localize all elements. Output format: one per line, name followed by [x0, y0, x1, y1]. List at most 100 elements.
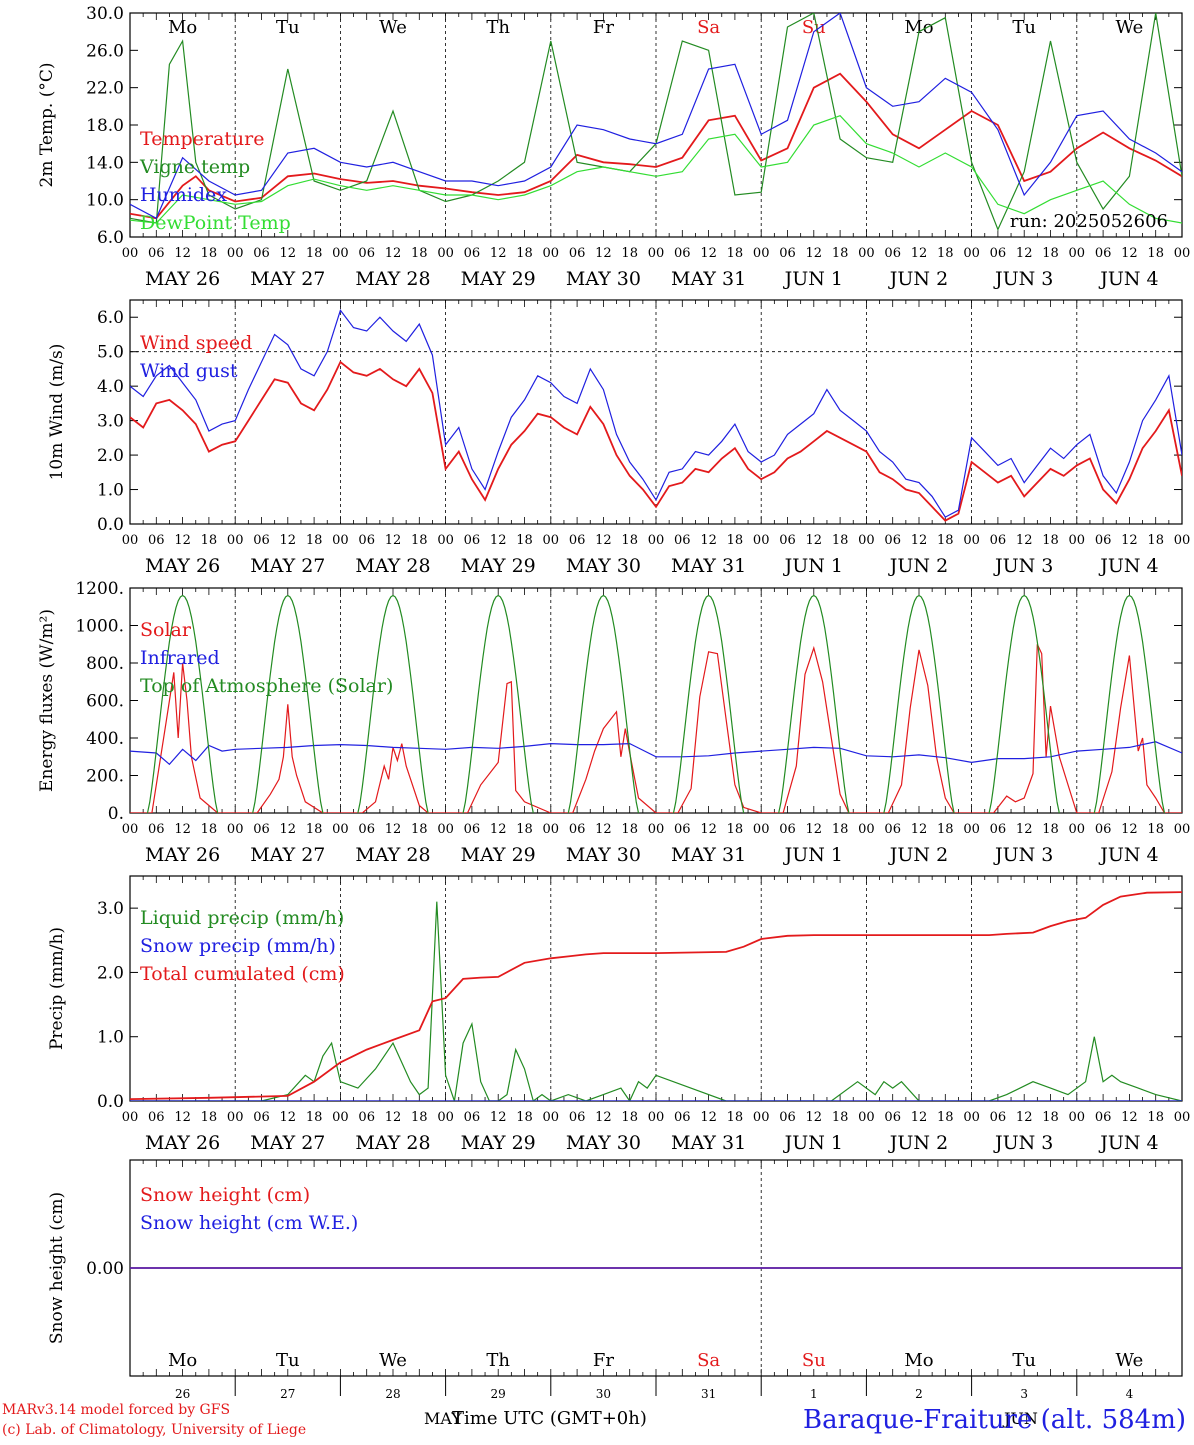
y-tick-label: 14.0 [86, 153, 124, 173]
panel-precip: 0.0 1.0 2.0 3.0 Precip (mm/h) 00 06 12 18 MAY 26 0… [47, 875, 1190, 1154]
hour-tick-label: 00 [543, 246, 560, 261]
hour-tick-label: 18 [832, 533, 849, 548]
hour-tick-label: 12 [385, 533, 402, 548]
hour-tick-label: 18 [832, 822, 849, 837]
hour-tick-label: 12 [595, 246, 612, 261]
copyright-credit: (c) Lab. of Climatology, University of L… [2, 1422, 306, 1438]
date-label: MAY 26 [145, 844, 220, 866]
y-tick-label: 0.00 [86, 1259, 124, 1279]
series-line-temperature [130, 72, 1182, 220]
hour-tick-label: 00 [753, 533, 770, 548]
hour-tick-label: 18 [832, 1110, 849, 1125]
date-label: JUN 2 [888, 844, 948, 866]
legend-entry: Infrared [140, 647, 220, 669]
x-axis-label: Time UTC (GMT+0h) [452, 1408, 647, 1429]
hour-tick-label: 00 [332, 1110, 349, 1125]
y-tick-label: 1000. [75, 617, 124, 637]
hour-tick-label: 00 [963, 1110, 980, 1125]
y-axis-label: Precip (mm/h) [47, 927, 67, 1050]
model-credit: MARv3.14 model forced by GFS [2, 1402, 230, 1418]
legend-entry: DewPoint Temp [140, 212, 291, 234]
hour-tick-label: 06 [779, 1110, 796, 1125]
date-label: MAY 31 [671, 1132, 746, 1154]
date-label: MAY 28 [355, 268, 430, 290]
date-label: MAY 31 [671, 555, 746, 577]
hour-tick-label: 00 [858, 822, 875, 837]
date-label: JUN 4 [1098, 844, 1158, 866]
hour-tick-label: 18 [516, 246, 533, 261]
day-number-label: 4 [1126, 1387, 1134, 1401]
series-line-solar [130, 644, 1182, 813]
hour-tick-label: 18 [1147, 246, 1164, 261]
hour-tick-label: 18 [1042, 533, 1059, 548]
day-number-label: 1 [810, 1387, 818, 1401]
hour-tick-label: 00 [227, 533, 244, 548]
hour-tick-label: 12 [700, 246, 717, 261]
legend-entry: Solar [140, 619, 192, 641]
hour-tick-label: 00 [543, 533, 560, 548]
hour-tick-label: 00 [963, 533, 980, 548]
hour-tick-label: 12 [806, 1110, 823, 1125]
hour-tick-label: 06 [1095, 533, 1112, 548]
hour-tick-label: 00 [963, 822, 980, 837]
hour-tick-label: 18 [621, 1110, 638, 1125]
legend-entry: Humidex [140, 184, 227, 206]
hour-tick-label: 18 [621, 246, 638, 261]
hour-tick-label: 06 [464, 246, 481, 261]
hour-tick-label: 00 [543, 1110, 560, 1125]
hour-tick-label: 06 [1095, 1110, 1112, 1125]
date-label: MAY 30 [566, 1132, 641, 1154]
date-label: MAY 30 [566, 555, 641, 577]
weekday-label: Su [802, 17, 826, 38]
hour-tick-label: 12 [490, 246, 507, 261]
hour-tick-label: 18 [306, 533, 323, 548]
legend-entry: Wind speed [140, 332, 252, 354]
hour-tick-label: 00 [1174, 533, 1191, 548]
y-tick-label: 2.0 [97, 446, 124, 466]
legend-entry: Temperature [140, 128, 264, 150]
hour-tick-label: 12 [174, 246, 191, 261]
y-tick-label: 0.0 [97, 1092, 124, 1112]
hour-tick-label: 06 [779, 533, 796, 548]
hour-tick-label: 18 [306, 822, 323, 837]
hour-tick-label: 18 [621, 822, 638, 837]
weekday-label: Sa [697, 17, 720, 38]
panel-snow: 0.00 Snow height (cm) Mo 26 Tu 27 We 28 Th 29 Fr 30… [47, 1159, 1183, 1401]
date-label: MAY 30 [566, 268, 641, 290]
y-tick-label: 3.0 [97, 412, 124, 432]
hour-tick-label: 06 [148, 533, 165, 548]
hour-tick-label: 06 [884, 822, 901, 837]
hour-tick-label: 12 [806, 822, 823, 837]
series-line-total-cumulated-cm- [130, 891, 1182, 1100]
weekday-label: Mo [168, 17, 197, 38]
hour-tick-label: 00 [332, 822, 349, 837]
y-axis-label: Energy fluxes (W/m²) [37, 609, 57, 792]
date-label: JUN 4 [1098, 1132, 1158, 1154]
hour-tick-label: 00 [753, 1110, 770, 1125]
hour-tick-label: 12 [911, 246, 928, 261]
legend-entry: Snow height (cm W.E.) [140, 1212, 358, 1234]
date-label: JUN 2 [888, 1132, 948, 1154]
series-line-wind-speed [130, 360, 1182, 522]
hour-tick-label: 12 [1016, 822, 1033, 837]
date-label: MAY 26 [145, 1132, 220, 1154]
panel-energy: 0. 200. 400. 600. 800. 1000. 1200. Energy fluxe… [37, 579, 1190, 866]
date-label: JUN 2 [888, 268, 948, 290]
hour-tick-label: 06 [674, 533, 691, 548]
hour-tick-label: 12 [595, 533, 612, 548]
hour-tick-label: 00 [858, 533, 875, 548]
hour-tick-label: 18 [727, 246, 744, 261]
hour-tick-label: 12 [1121, 822, 1138, 837]
hour-tick-label: 12 [280, 533, 297, 548]
y-tick-label: 18.0 [86, 116, 124, 136]
series-line-top-of-atmosphere-solar- [146, 594, 1166, 813]
hour-tick-label: 06 [569, 822, 586, 837]
y-axis-label: 2m Temp. (°C) [37, 62, 57, 187]
weekday-label: Th [486, 17, 510, 38]
day-number-label: 27 [280, 1387, 295, 1401]
hour-tick-label: 06 [358, 533, 375, 548]
hour-tick-label: 00 [648, 1110, 665, 1125]
hour-tick-label: 00 [543, 822, 560, 837]
hour-tick-label: 18 [832, 246, 849, 261]
